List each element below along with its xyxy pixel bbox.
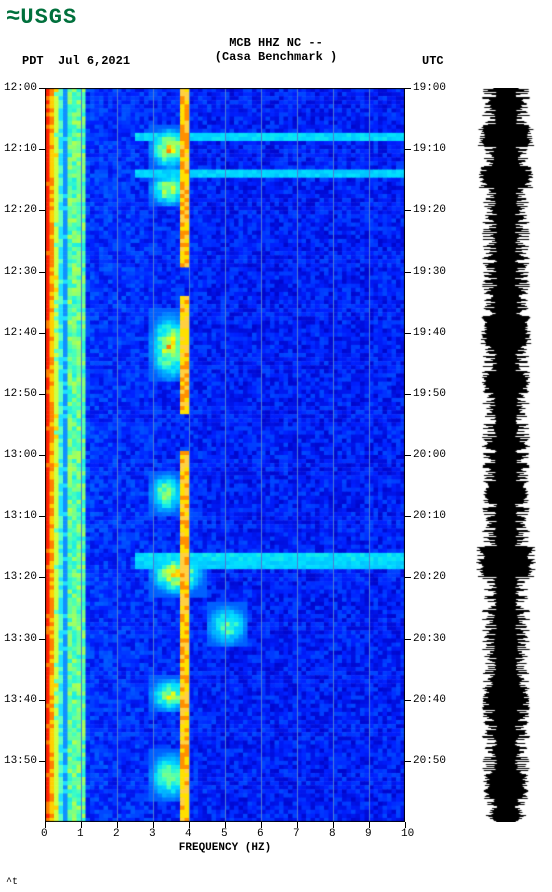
y-left-tick [39, 639, 45, 640]
y-left-label: 13:40 [4, 694, 37, 706]
x-tick-label: 1 [77, 828, 84, 840]
x-tick-label: 6 [257, 828, 264, 840]
y-left-tick [39, 761, 45, 762]
y-left-tick [39, 88, 45, 89]
y-right-tick [405, 272, 411, 273]
x-tick-label: 7 [293, 828, 300, 840]
x-tick-label: 5 [221, 828, 228, 840]
x-tick-label: 0 [41, 828, 48, 840]
y-left-label: 12:40 [4, 327, 37, 339]
y-left-tick [39, 333, 45, 334]
y-right-label: 20:00 [413, 449, 446, 461]
y-left-tick [39, 455, 45, 456]
footer-mark: ^t [6, 877, 18, 888]
y-left-label: 13:00 [4, 449, 37, 461]
x-tick-label: 9 [365, 828, 372, 840]
y-right-label: 19:40 [413, 327, 446, 339]
y-right-label: 19:30 [413, 266, 446, 278]
y-right-tick [405, 333, 411, 334]
y-right-tick [405, 455, 411, 456]
y-left-tick [39, 394, 45, 395]
y-right-tick [405, 210, 411, 211]
y-left-label: 13:50 [4, 755, 37, 767]
y-right-label: 20:20 [413, 571, 446, 583]
y-left-tick [39, 700, 45, 701]
y-right-tick [405, 149, 411, 150]
left-tz-label: PDT Jul 6,2021 [22, 54, 130, 68]
x-tick-label: 2 [113, 828, 120, 840]
y-right-label: 19:00 [413, 82, 446, 94]
station-line: MCB HHZ NC -- [0, 36, 552, 50]
y-left-tick [39, 272, 45, 273]
y-left-label: 13:30 [4, 633, 37, 645]
waveform-trace [476, 88, 536, 822]
y-right-label: 19:20 [413, 204, 446, 216]
y-left-tick [39, 577, 45, 578]
x-tick-label: 8 [329, 828, 336, 840]
y-left-label: 12:50 [4, 388, 37, 400]
y-right-label: 19:50 [413, 388, 446, 400]
y-left-label: 13:10 [4, 510, 37, 522]
y-left-label: 12:30 [4, 266, 37, 278]
spectrogram [45, 88, 405, 822]
y-right-tick [405, 577, 411, 578]
y-right-tick [405, 88, 411, 89]
y-right-label: 20:10 [413, 510, 446, 522]
y-left-tick [39, 149, 45, 150]
y-right-tick [405, 761, 411, 762]
x-tick-label: 4 [185, 828, 192, 840]
spectrogram-canvas [45, 88, 405, 822]
y-right-label: 20:30 [413, 633, 446, 645]
x-tick-label: 10 [401, 828, 414, 840]
y-left-label: 12:20 [4, 204, 37, 216]
y-right-label: 19:10 [413, 143, 446, 155]
x-axis-title: FREQUENCY (HZ) [45, 842, 405, 854]
y-right-tick [405, 394, 411, 395]
y-left-tick [39, 210, 45, 211]
y-right-tick [405, 700, 411, 701]
y-right-tick [405, 639, 411, 640]
y-right-tick [405, 516, 411, 517]
x-tick-label: 3 [149, 828, 156, 840]
usgs-logo: ≈USGS [6, 4, 77, 31]
y-left-tick [39, 516, 45, 517]
logo-wave-icon: ≈ [6, 4, 16, 31]
logo-text: USGS [20, 5, 77, 30]
y-right-label: 20:40 [413, 694, 446, 706]
y-left-label: 12:00 [4, 82, 37, 94]
y-right-label: 20:50 [413, 755, 446, 767]
trace-canvas [476, 88, 536, 822]
y-left-label: 13:20 [4, 571, 37, 583]
y-left-label: 12:10 [4, 143, 37, 155]
right-tz-label: UTC [422, 54, 444, 68]
